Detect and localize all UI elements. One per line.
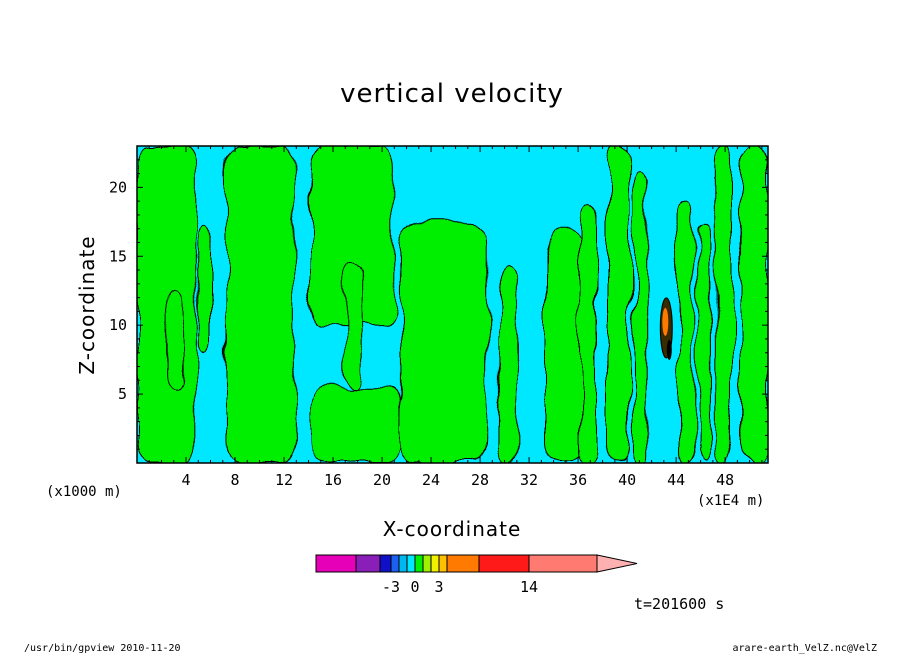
colorbar [315,554,638,573]
colorbar-label: -3 [382,578,400,596]
colorbar-bin-4 [398,554,408,573]
updraft-region-6 [344,262,365,388]
x-tick-label: 16 [324,471,342,489]
updraft-region-11 [580,200,597,463]
colorbar-bin-5 [406,554,416,573]
x-axis-label: X-coordinate [383,517,522,541]
peak-cell-layer [659,297,673,360]
colorbar-bin-6 [414,554,424,573]
x-axis-ticks: 4 8 12 16 20 24 28 32 36 40 44 48 [148,146,763,489]
updraft-region-16 [714,146,733,463]
updraft-region-17 [740,146,768,463]
x-tick-label: 36 [569,471,587,489]
updraft-region-1 [197,228,212,354]
y-tick-label: 5 [118,385,127,403]
time-label: t=201600 s [634,595,724,613]
peak-cell-core [662,307,669,336]
plot-area [136,145,769,464]
updraft-region-9 [497,262,518,463]
colorbar-bin-8 [430,554,440,573]
colorbar-bin-9 [438,554,448,573]
colorbar-label: 14 [520,578,538,596]
updraft-region-15 [697,221,711,463]
x-tick-label: 4 [181,471,190,489]
colorbar-bin-12 [528,554,598,573]
footer-left: /usr/bin/gpview 2010-11-20 [24,643,181,654]
x-tick-label: 28 [471,471,489,489]
x-tick-label: 24 [422,471,440,489]
updraft-region-layer [137,146,768,463]
colorbar-bin-7 [422,554,432,573]
colorbar-extend-arrow [596,554,638,573]
y-tick-label: 10 [109,316,127,334]
updraft-region-12 [606,146,631,463]
colorbar-bin-3 [390,554,400,573]
colorbar-bin-11 [478,554,530,573]
updraft-region-8 [399,221,487,463]
x-tick-label: 44 [667,471,685,489]
peak-cell-downdraft [666,339,672,360]
updraft-region-2 [167,290,182,388]
updraft-region-4 [310,386,403,463]
colorbar-bin-1 [355,554,381,573]
colorbar-bin-0 [315,554,357,573]
updraft-region-3 [225,146,295,463]
x-tick-label: 32 [520,471,538,489]
updraft-region-10 [544,228,585,463]
colorbar-label: 3 [434,578,443,596]
colorbar-bin-10 [446,554,480,573]
x-tick-label: 48 [716,471,734,489]
updraft-region-0 [137,146,197,463]
footer-right: arare-earth_VelZ.nc@VelZ [733,643,878,654]
x-tick-label: 40 [618,471,636,489]
colorbar-bin-2 [379,554,392,573]
y-tick-label: 15 [109,247,127,265]
x-unit-left: (x1000 m) [46,484,122,500]
colorbar-labels: -3 0 3 14 [382,578,538,596]
plot-frame [136,145,769,464]
chart-title: vertical velocity [340,79,564,109]
y-axis-label: Z-coordinate [75,235,99,374]
updraft-region-14 [678,200,694,463]
x-unit-right: (x1E4 m) [697,493,764,509]
x-tick-label: 20 [373,471,391,489]
colorbar-label: 0 [410,578,419,596]
x-tick-label: 8 [231,471,240,489]
x-tick-label: 12 [275,471,293,489]
y-axis-ticks: 5 10 15 20 [109,159,768,450]
updraft-region-13 [633,173,648,463]
y-tick-label: 20 [109,178,127,196]
